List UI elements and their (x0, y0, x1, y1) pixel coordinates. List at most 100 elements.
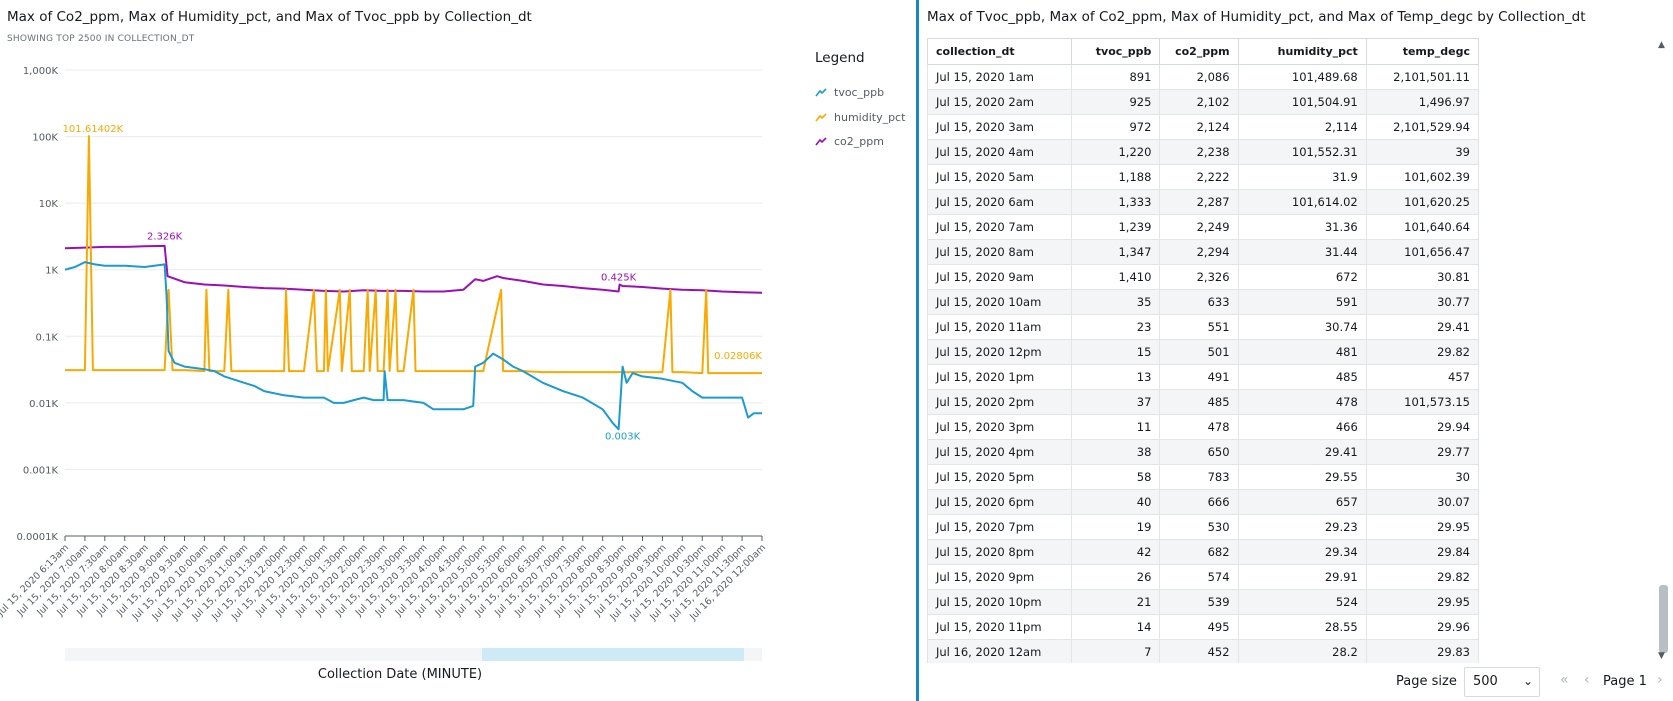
first-page-icon[interactable]: « (1560, 672, 1569, 688)
cell-humidity: 28.55 (1237, 614, 1367, 640)
cell-collection-dt: Jul 15, 2020 8am (927, 239, 1073, 265)
table-row[interactable]: Jul 15, 2020 8am 1,347 2,294 31.44 101,656.4… (927, 239, 1479, 265)
cell-tvoc: 35 (1071, 289, 1161, 315)
cell-collection-dt: Jul 16, 2020 12am (927, 639, 1073, 663)
range-slider-window[interactable] (482, 648, 744, 661)
cell-tvoc: 1,410 (1071, 264, 1161, 290)
series-line-co2-ppm[interactable] (64, 244, 763, 294)
table-row[interactable]: Jul 15, 2020 6pm 40 666 657 30.07 (927, 489, 1479, 515)
cell-temp: 30.81 (1365, 264, 1479, 290)
line-chart[interactable]: 0.0001K0.001K0.01K0.1K1K10K100K1,000KJul… (0, 0, 915, 701)
page-size-select[interactable]: 500 ⌄ (1464, 667, 1540, 697)
table-row[interactable]: Jul 15, 2020 4am 1,220 2,238 101,552.31 39 (927, 139, 1479, 165)
cell-co2: 491 (1159, 364, 1239, 390)
cell-humidity: 672 (1237, 264, 1367, 290)
cell-co2: 2,326 (1159, 264, 1239, 290)
cell-co2: 2,086 (1159, 64, 1239, 90)
series-line-tvoc-ppb[interactable] (64, 261, 762, 431)
cell-co2: 452 (1159, 639, 1239, 663)
legend-item-humidity[interactable]: humidity_pct (815, 111, 905, 124)
table-row[interactable]: Jul 15, 2020 5am 1,188 2,222 31.9 101,602.39 (927, 164, 1479, 190)
cell-collection-dt: Jul 15, 2020 12pm (927, 339, 1073, 365)
table-row[interactable]: Jul 16, 2020 12am 7 452 28.2 29.83 (927, 639, 1479, 663)
table-row[interactable]: Jul 15, 2020 9pm 26 574 29.91 29.82 (927, 564, 1479, 590)
column-header-co2[interactable]: co2_ppm (1159, 38, 1239, 65)
cell-humidity: 2,114 (1237, 114, 1367, 140)
page-size-label: Page size (1396, 674, 1457, 689)
table-row[interactable]: Jul 15, 2020 11pm 14 495 28.55 29.96 (927, 614, 1479, 640)
scroll-up-arrow-icon[interactable]: ▲ (1658, 40, 1665, 50)
table-row[interactable]: Jul 15, 2020 1pm 13 491 485 457 (927, 364, 1479, 390)
previous-page-icon[interactable]: ‹ (1584, 672, 1590, 688)
table-row[interactable]: Jul 15, 2020 4pm 38 650 29.41 29.77 (927, 439, 1479, 465)
cell-collection-dt: Jul 15, 2020 3am (927, 114, 1073, 140)
table-row[interactable]: Jul 15, 2020 5pm 58 783 29.55 30 (927, 464, 1479, 490)
column-header-humidity[interactable]: humidity_pct (1237, 38, 1367, 65)
table-scrollbar-thumb[interactable] (1659, 585, 1668, 653)
y-tick-label: 0.0001K (16, 532, 58, 543)
column-header-collection-dt[interactable]: collection_dt (927, 38, 1073, 65)
cell-co2: 2,102 (1159, 89, 1239, 115)
next-page-icon[interactable]: › (1657, 672, 1663, 688)
y-tick-label: 0.01K (29, 399, 58, 410)
cell-tvoc: 42 (1071, 539, 1161, 565)
cell-humidity: 591 (1237, 289, 1367, 315)
table-row[interactable]: Jul 15, 2020 9am 1,410 2,326 672 30.81 (927, 264, 1479, 290)
cell-temp: 29.77 (1365, 439, 1479, 465)
data-label: 0.02806K (714, 351, 762, 362)
table-scroll-area[interactable]: collection_dt tvoc_ppb co2_ppm humidity_… (927, 38, 1479, 663)
table-row[interactable]: Jul 15, 2020 8pm 42 682 29.34 29.84 (927, 539, 1479, 565)
x-axis-title: Collection Date (MINUTE) (318, 667, 482, 682)
cell-co2: 650 (1159, 439, 1239, 465)
column-header-tvoc[interactable]: tvoc_ppb (1071, 38, 1161, 65)
legend-item-tvoc[interactable]: tvoc_ppb (815, 86, 884, 99)
table-row[interactable]: Jul 15, 2020 3am 972 2,124 2,114 2,101,529.9… (927, 114, 1479, 140)
chevron-down-icon: ⌄ (1522, 674, 1533, 688)
scroll-down-arrow-icon[interactable]: ▼ (1658, 651, 1665, 661)
cell-temp: 30.77 (1365, 289, 1479, 315)
y-tick-label: 0.1K (36, 332, 59, 343)
cell-collection-dt: Jul 15, 2020 6pm (927, 489, 1073, 515)
table-row[interactable]: Jul 15, 2020 2pm 37 485 478 101,573.15 (927, 389, 1479, 415)
line-chart-visual: 0.0001K 0.001K 0.01K 0.1K 1K 10K 100K 1,000K Jul… (0, 0, 915, 701)
table-header-row: collection_dt tvoc_ppb co2_ppm humidity_… (927, 38, 1479, 65)
table-row[interactable]: Jul 15, 2020 6am 1,333 2,287 101,614.02 101,… (927, 189, 1479, 215)
column-header-temp[interactable]: temp_degc (1365, 38, 1479, 65)
data-label: 2.326K (147, 231, 183, 242)
cell-temp: 101,620.25 (1365, 189, 1479, 215)
cell-co2: 574 (1159, 564, 1239, 590)
cell-temp: 101,640.64 (1365, 214, 1479, 240)
table-row[interactable]: Jul 15, 2020 12pm 15 501 481 29.82 (927, 339, 1479, 365)
series-line-humidity-pct[interactable] (65, 135, 762, 375)
cell-humidity: 29.23 (1237, 514, 1367, 540)
table-row[interactable]: Jul 15, 2020 10pm 21 539 524 29.95 (927, 589, 1479, 615)
cell-co2: 2,249 (1159, 214, 1239, 240)
table-row[interactable]: Jul 15, 2020 1am 891 2,086 101,489.68 2,101,… (927, 64, 1479, 90)
cell-collection-dt: Jul 15, 2020 3pm (927, 414, 1073, 440)
table-row[interactable]: Jul 15, 2020 3pm 11 478 466 29.94 (927, 414, 1479, 440)
table-row[interactable]: Jul 15, 2020 10am 35 633 591 30.77 (927, 289, 1479, 315)
cell-collection-dt: Jul 15, 2020 11pm (927, 614, 1073, 640)
cell-collection-dt: Jul 15, 2020 4pm (927, 439, 1073, 465)
data-label: 101.61402K (63, 124, 124, 135)
cell-temp: 29.95 (1365, 589, 1479, 615)
cell-collection-dt: Jul 15, 2020 8pm (927, 539, 1073, 565)
cell-temp: 29.94 (1365, 414, 1479, 440)
data-label: 0.003K (605, 432, 641, 443)
cell-collection-dt: Jul 15, 2020 1am (927, 64, 1073, 90)
table-row[interactable]: Jul 15, 2020 11am 23 551 30.74 29.41 (927, 314, 1479, 340)
cell-humidity: 101,614.02 (1237, 189, 1367, 215)
data-label: 0.425K (601, 272, 637, 283)
cell-collection-dt: Jul 15, 2020 2am (927, 89, 1073, 115)
cell-humidity: 29.41 (1237, 439, 1367, 465)
cell-tvoc: 925 (1071, 89, 1161, 115)
y-tick-label: 1,000K (23, 66, 59, 77)
cell-temp: 2,101,501.11 (1365, 64, 1479, 90)
table-row[interactable]: Jul 15, 2020 7am 1,239 2,249 31.36 101,640.6… (927, 214, 1479, 240)
table-row[interactable]: Jul 15, 2020 7pm 19 530 29.23 29.95 (927, 514, 1479, 540)
legend-label: co2_ppm (834, 135, 884, 148)
table-row[interactable]: Jul 15, 2020 2am 925 2,102 101,504.91 1,496.… (927, 89, 1479, 115)
cell-co2: 478 (1159, 414, 1239, 440)
legend-item-co2[interactable]: co2_ppm (815, 135, 884, 148)
